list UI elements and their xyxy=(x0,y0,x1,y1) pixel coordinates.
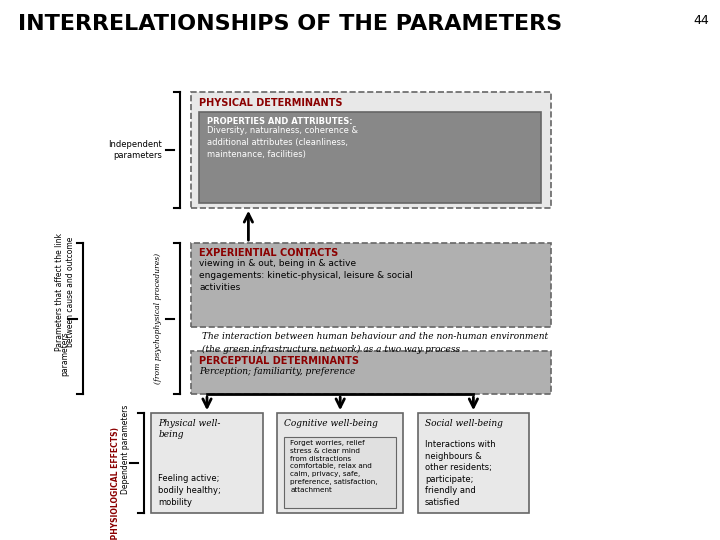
Bar xyxy=(191,243,551,327)
Text: parameters: parameters xyxy=(60,332,69,376)
Text: EXPERIENTIAL CONTACTS: EXPERIENTIAL CONTACTS xyxy=(199,248,338,259)
Text: Parameters that affect the link
between cause and outcome: Parameters that affect the link between … xyxy=(55,233,75,350)
Bar xyxy=(191,351,551,394)
Text: INTERRELATIONSHIPS OF THE PARAMETERS: INTERRELATIONSHIPS OF THE PARAMETERS xyxy=(18,14,562,33)
Bar xyxy=(277,413,403,513)
Text: Physical well-
being: Physical well- being xyxy=(158,418,221,438)
Text: PHYSICAL DETERMINANTS: PHYSICAL DETERMINANTS xyxy=(199,98,343,109)
Text: Perception; familiarity, preference: Perception; familiarity, preference xyxy=(199,367,356,376)
Bar xyxy=(418,413,529,513)
Text: Independent
parameters: Independent parameters xyxy=(108,140,162,160)
Text: The interaction between human behaviour and the non-human environment
(the green: The interaction between human behaviour … xyxy=(202,332,548,354)
Text: PROPERTIES AND ATTRIBUTES:: PROPERTIES AND ATTRIBUTES: xyxy=(207,117,352,126)
Text: PERCEPTUAL DETERMINANTS: PERCEPTUAL DETERMINANTS xyxy=(199,356,359,367)
Text: Interactions with
neighbours &
other residents;
participate;
friendly and
satisf: Interactions with neighbours & other res… xyxy=(425,440,495,507)
Bar xyxy=(199,112,541,202)
Text: viewing in & out, being in & active
engagements: kinetic-physical, leisure & soc: viewing in & out, being in & active enga… xyxy=(199,259,413,292)
Bar xyxy=(191,92,551,208)
Text: Diversity, naturalness, coherence &
additional attributes (cleanliness,
maintena: Diversity, naturalness, coherence & addi… xyxy=(207,126,358,159)
Bar xyxy=(151,413,263,513)
Text: Dependent parameters: Dependent parameters xyxy=(122,405,130,494)
Text: Social well-being: Social well-being xyxy=(425,418,503,428)
Text: Cognitive well-being: Cognitive well-being xyxy=(284,418,378,428)
Bar xyxy=(284,437,396,508)
Text: Feeling active;
bodily healthy;
mobility: Feeling active; bodily healthy; mobility xyxy=(158,474,221,507)
Text: (PHYSIOLOGICAL EFFECTS): (PHYSIOLOGICAL EFFECTS) xyxy=(111,427,120,540)
Text: Forget worries, relief
stress & clear mind
from distractions
comfortable, relax : Forget worries, relief stress & clear mi… xyxy=(290,440,378,492)
Text: (from psychophysical procedures): (from psychophysical procedures) xyxy=(154,253,163,384)
Text: 44: 44 xyxy=(693,14,709,26)
